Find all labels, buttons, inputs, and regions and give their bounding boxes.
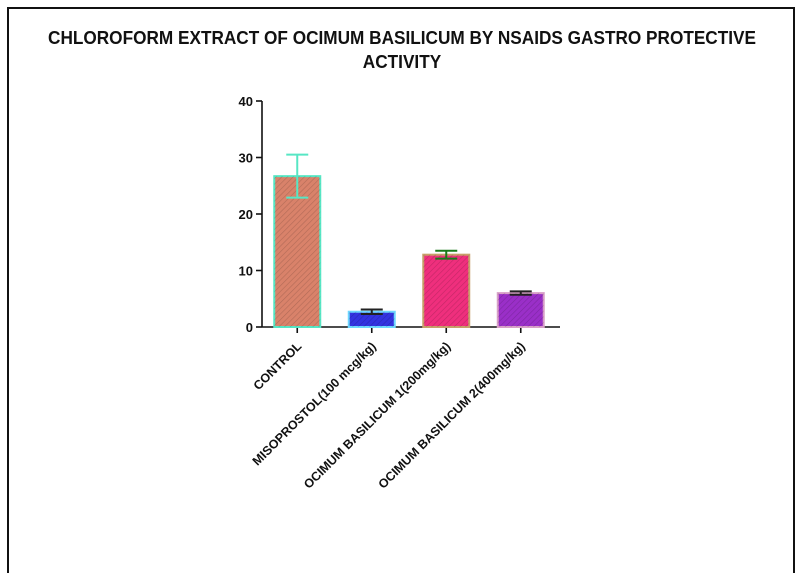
x-category-label: OCIMUM BASILICUM 2(400mg/kg) bbox=[376, 339, 528, 491]
x-category-label: MISOPROSTOL(100 mcg/kg) bbox=[250, 339, 379, 468]
x-category-label: CONTROL bbox=[251, 339, 305, 393]
y-tick-label: 20 bbox=[239, 207, 253, 222]
chart-frame bbox=[7, 7, 795, 573]
bar-hatch bbox=[348, 311, 395, 327]
y-tick-label: 10 bbox=[239, 264, 253, 279]
y-tick-label: 30 bbox=[239, 151, 253, 166]
bar-hatch bbox=[423, 254, 470, 327]
y-tick-label: 40 bbox=[239, 94, 253, 109]
chart-title-line-1: CHLOROFORM EXTRACT OF OCIMUM BASILICUM B… bbox=[48, 27, 756, 48]
bar-hatch bbox=[497, 293, 544, 327]
x-category-label: OCIMUM BASILICUM 1(200mg/kg) bbox=[301, 339, 453, 491]
y-tick-label: 0 bbox=[246, 320, 253, 335]
chart-bars bbox=[273, 153, 545, 329]
bar-hatch bbox=[274, 176, 321, 327]
chart-title: CHLOROFORM EXTRACT OF OCIMUM BASILICUM B… bbox=[39, 26, 764, 74]
chart-title-line-2: ACTIVITY bbox=[362, 51, 442, 72]
